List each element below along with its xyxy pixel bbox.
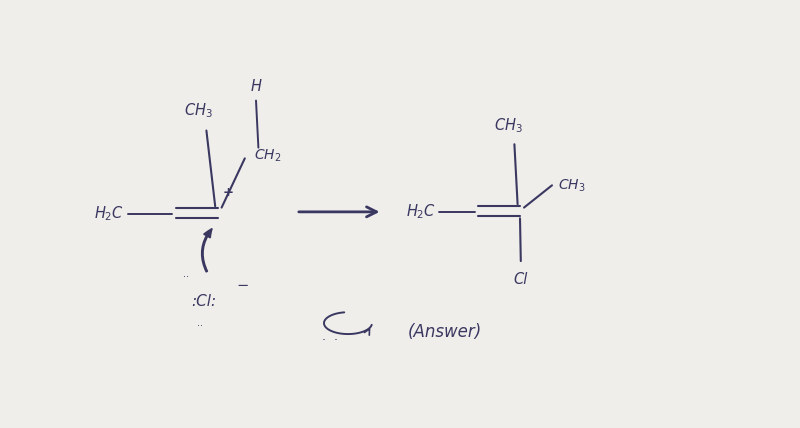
Text: $CH_3$: $CH_3$ bbox=[558, 178, 586, 194]
Text: ··: ·· bbox=[183, 272, 190, 282]
Text: +: + bbox=[222, 186, 234, 199]
Text: H: H bbox=[250, 79, 262, 94]
Text: Cl: Cl bbox=[514, 272, 528, 287]
Text: $CH_3$: $CH_3$ bbox=[184, 101, 213, 120]
Text: $CH_2$: $CH_2$ bbox=[254, 148, 282, 164]
Text: $H_2C$: $H_2C$ bbox=[94, 205, 124, 223]
Text: −: − bbox=[236, 278, 249, 293]
Text: $H_2C$: $H_2C$ bbox=[406, 202, 436, 221]
Text: ··: ·· bbox=[197, 321, 203, 332]
Text: :Cl:: :Cl: bbox=[191, 294, 217, 309]
Text: ·  ·: · · bbox=[322, 334, 338, 347]
Text: $CH_3$: $CH_3$ bbox=[494, 116, 522, 135]
Text: (Answer): (Answer) bbox=[408, 323, 482, 341]
FancyArrowPatch shape bbox=[202, 229, 212, 272]
